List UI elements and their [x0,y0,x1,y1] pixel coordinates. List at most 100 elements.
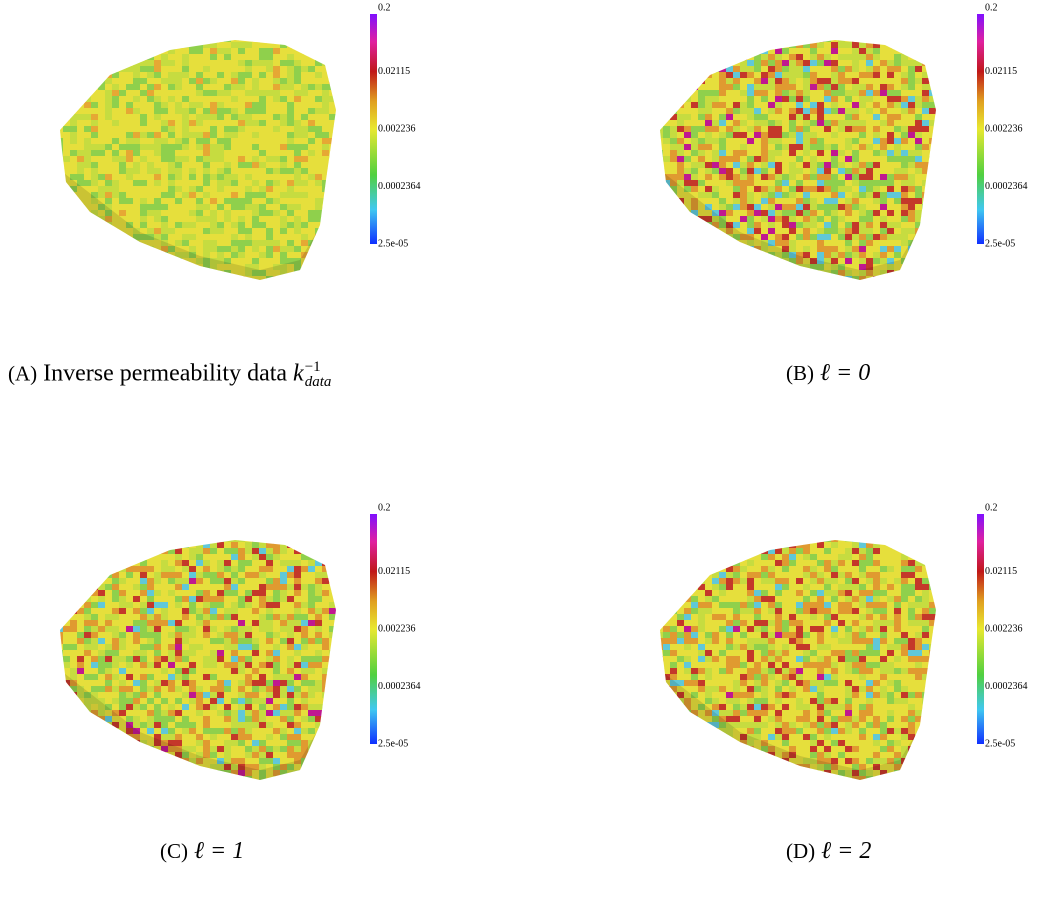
voxel [322,186,329,192]
voxel [280,252,287,258]
voxel [105,668,112,674]
voxel [663,54,670,60]
voxel [63,752,70,758]
voxel [105,36,112,42]
voxel [831,216,838,222]
voxel [189,734,196,740]
voxel [119,572,126,578]
voxel [175,734,182,740]
voxel [147,620,154,626]
voxel [91,602,98,608]
voxel [747,258,754,264]
voxel [301,186,308,192]
voxel [112,536,119,542]
voxel [161,590,168,596]
voxel [224,174,231,180]
voxel [838,78,845,84]
voxel [880,120,887,126]
voxel [712,174,719,180]
voxel [838,42,845,48]
voxel [105,168,112,174]
voxel [803,186,810,192]
voxel [98,632,105,638]
voxel [789,168,796,174]
voxel [84,770,91,776]
voxel [126,590,133,596]
voxel [126,638,133,644]
voxel [203,216,210,222]
voxel [329,156,336,162]
voxel [336,192,343,198]
voxel [726,240,733,246]
voxel [133,566,140,572]
voxel [733,168,740,174]
voxel [210,536,217,542]
voxel [126,156,133,162]
voxel [154,698,161,704]
voxel [140,782,147,788]
voxel [189,746,196,752]
voxel [336,54,343,60]
voxel [217,66,224,72]
voxel [238,722,245,728]
voxel [301,192,308,198]
voxel [754,84,761,90]
voxel [112,192,119,198]
voxel [98,114,105,120]
voxel [133,590,140,596]
voxel [831,192,838,198]
voxel [733,180,740,186]
voxel [259,66,266,72]
voxel [224,686,231,692]
voxel [147,264,154,270]
voxel [266,608,273,614]
voxel [901,222,908,228]
voxel [936,144,943,150]
voxel [782,240,789,246]
voxel [859,66,866,72]
voxel [70,168,77,174]
voxel [656,156,663,162]
voxel [259,48,266,54]
voxel [908,132,915,138]
voxel [287,36,294,42]
voxel [782,270,789,276]
voxel [147,126,154,132]
voxel [929,60,936,66]
voxel [901,72,908,78]
voxel [98,608,105,614]
voxel [126,276,133,282]
voxel [301,620,308,626]
voxel [775,120,782,126]
voxel [280,72,287,78]
voxel [656,210,663,216]
voxel [77,144,84,150]
voxel [747,222,754,228]
voxel [147,84,154,90]
voxel [63,210,70,216]
voxel [873,60,880,66]
voxel [154,722,161,728]
voxel [761,60,768,66]
voxel [77,240,84,246]
voxel [63,186,70,192]
voxel [761,120,768,126]
voxel [761,252,768,258]
voxel [322,54,329,60]
voxel [929,54,936,60]
voxel [112,138,119,144]
voxel [259,102,266,108]
voxel [845,192,852,198]
voxel [908,84,915,90]
voxel [747,108,754,114]
voxel [322,150,329,156]
voxel [217,204,224,210]
voxel [922,54,929,60]
voxel [189,198,196,204]
voxel [196,270,203,276]
voxel [231,572,238,578]
voxel [238,156,245,162]
voxel [182,102,189,108]
voxel [84,608,91,614]
voxel [238,704,245,710]
